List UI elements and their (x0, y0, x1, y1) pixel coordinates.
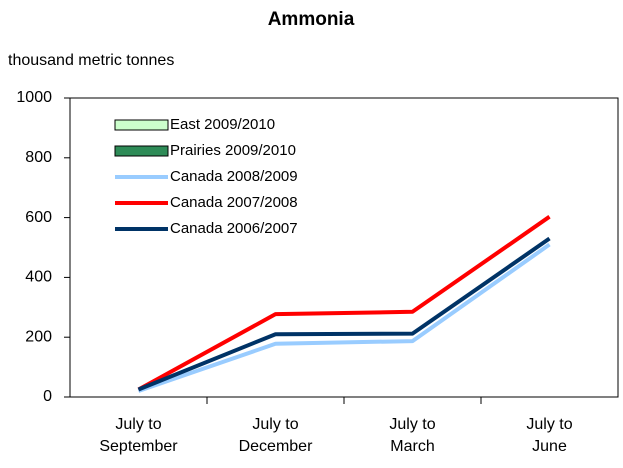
legend-swatch (114, 145, 169, 157)
y-axis-label: thousand metric tonnes (8, 52, 174, 69)
legend-label: Canada 2008/2009 (170, 168, 298, 185)
legend-label: Canada 2007/2008 (170, 194, 298, 211)
x-tick-label: July to September (99, 416, 178, 455)
y-tick-label: 0 (43, 388, 52, 405)
line-series (137, 242, 551, 393)
y-tick-label: 800 (25, 149, 52, 166)
x-tick-label: July to June (526, 416, 573, 455)
y-tick-label: 1000 (16, 89, 52, 106)
legend-swatch (114, 119, 169, 131)
chart-title: Ammonia (268, 9, 355, 30)
legend-label: East 2009/2010 (170, 116, 275, 133)
y-tick-label: 600 (25, 209, 52, 226)
y-tick-label: 400 (25, 269, 52, 286)
legend-label: Prairies 2009/2010 (170, 142, 296, 159)
y-tick-label: 200 (25, 328, 52, 345)
line-series (137, 215, 551, 392)
line-series (137, 236, 551, 392)
x-tick-label: July to March (389, 416, 436, 455)
legend-label: Canada 2006/2007 (170, 220, 298, 237)
x-tick-label: July to December (238, 416, 313, 455)
